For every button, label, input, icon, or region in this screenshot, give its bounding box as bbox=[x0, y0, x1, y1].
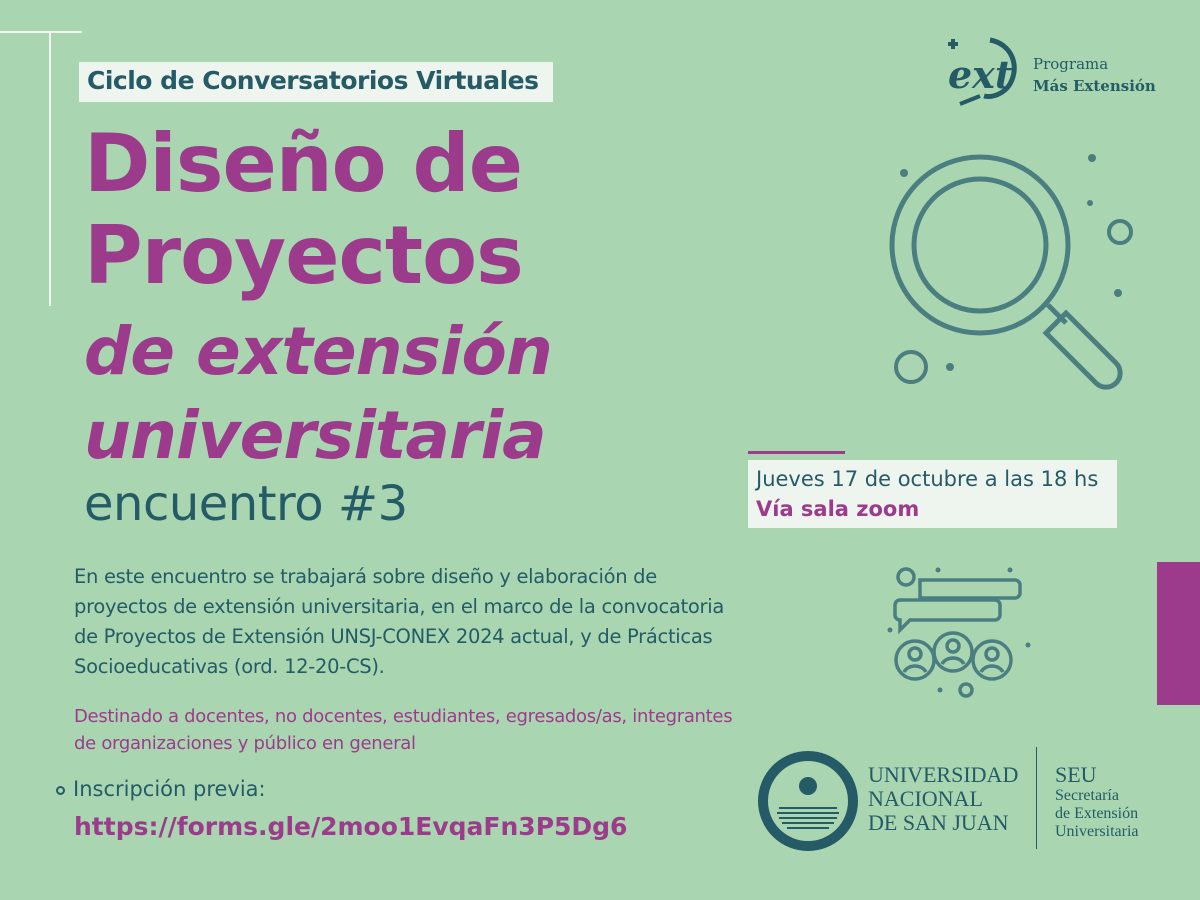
unsj-seal-icon bbox=[758, 751, 858, 851]
title-line-3: de extensión bbox=[84, 313, 553, 390]
title-line-1: Diseño de bbox=[84, 117, 523, 210]
bullet-icon bbox=[56, 785, 65, 795]
registration-label-text: Inscripción previa: bbox=[73, 777, 266, 801]
decor-line-vertical bbox=[49, 31, 51, 306]
magnifier-icon bbox=[889, 154, 1133, 390]
description: En este encuentro se trabajará sobre dis… bbox=[74, 565, 724, 678]
audience: Destinado a docentes, no docentes, estud… bbox=[74, 706, 733, 754]
main-title: Diseño de Proyectos bbox=[84, 117, 524, 302]
logo-divider bbox=[1036, 747, 1037, 849]
program-line-1: Programa bbox=[1033, 55, 1109, 73]
ext-logo-icon: ext bbox=[948, 37, 1017, 106]
university-name: UNIVERSIDAD NACIONAL DE SAN JUAN bbox=[868, 763, 1018, 835]
seu-line-2: de Extensión bbox=[1055, 805, 1139, 822]
subtitle: encuentro #3 bbox=[84, 476, 408, 532]
chat-group-icon bbox=[887, 567, 1031, 698]
series-label: Ciclo de Conversatorios Virtuales bbox=[79, 62, 553, 102]
seu-line-3: Universitaria bbox=[1055, 823, 1139, 840]
program-line-2: Más Extensión bbox=[1033, 77, 1156, 95]
seu-acronym: SEU bbox=[1055, 762, 1097, 787]
title-line-4: universitaria bbox=[84, 397, 547, 474]
university-line-2: NACIONAL bbox=[868, 786, 983, 811]
registration-link[interactable]: https://forms.gle/2moo1EvqaFn3P5Dg6 bbox=[74, 812, 628, 841]
registration-label: Inscripción previa: bbox=[56, 777, 266, 801]
title-italic: de extensión universitaria bbox=[84, 310, 553, 478]
accent-line bbox=[748, 451, 845, 454]
svg-text:ext: ext bbox=[948, 52, 1013, 97]
university-line-3: DE SAN JUAN bbox=[868, 810, 1009, 835]
program-name: Programa Más Extensión bbox=[1033, 53, 1156, 97]
university-line-1: UNIVERSIDAD bbox=[868, 762, 1019, 787]
event-venue: Vía sala zoom bbox=[756, 497, 920, 521]
seu-name: SEU Secretaría de Extensión Universitari… bbox=[1055, 763, 1139, 841]
decor-line-horizontal bbox=[0, 31, 82, 33]
seu-line-1: Secretaría bbox=[1055, 787, 1119, 804]
accent-bar bbox=[1157, 562, 1200, 705]
title-line-2: Proyectos bbox=[84, 209, 524, 302]
event-info-box: Jueves 17 de octubre a las 18 hs Vía sal… bbox=[748, 460, 1117, 528]
event-date: Jueves 17 de octubre a las 18 hs bbox=[756, 467, 1099, 491]
